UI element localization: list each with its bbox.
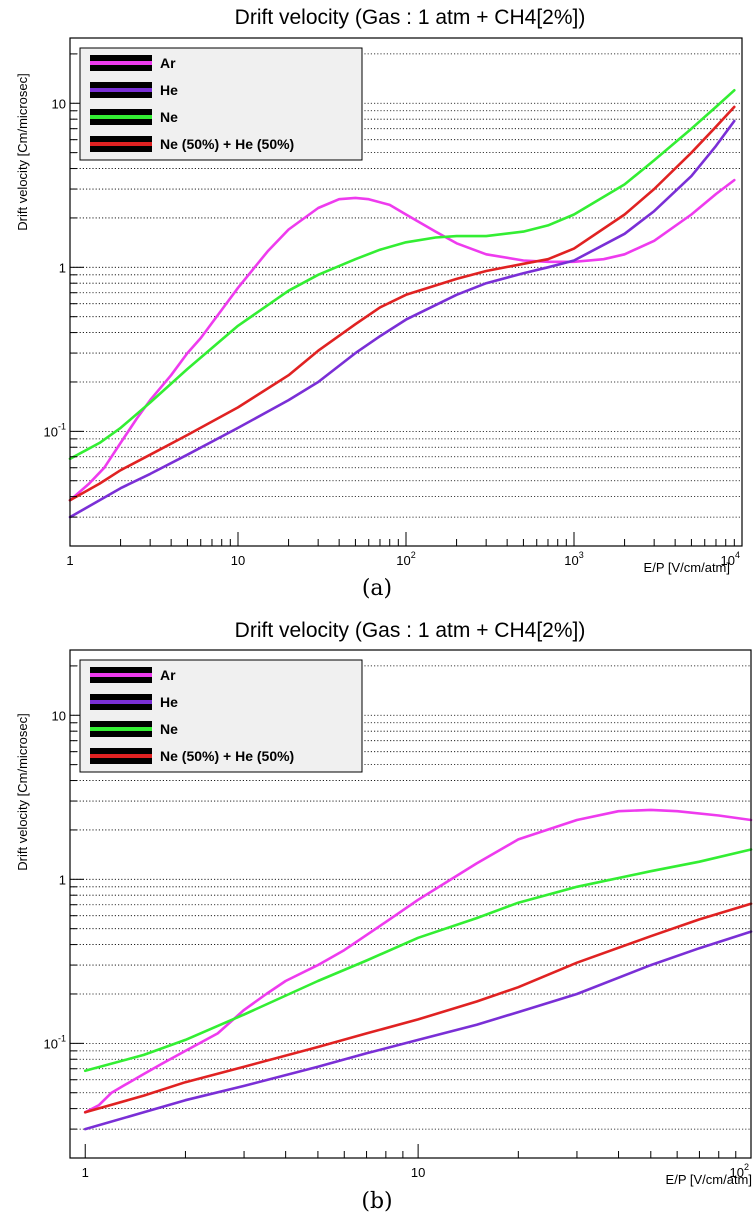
chart-panel-b: Drift velocity (Gas : 1 atm + CH4[2%]) D… [15, 619, 753, 1214]
series-line-3 [68, 105, 736, 502]
series-line-2 [68, 89, 736, 461]
tick-label: 1 [66, 553, 73, 568]
series-curves [83, 808, 753, 1131]
tick-label: 1 [59, 872, 66, 887]
legend-label: Ne (50%) + He (50%) [160, 136, 294, 152]
x-axis-label: E/P [V/cm/atm] [644, 560, 730, 575]
legend-label: He [160, 694, 178, 710]
series-curves [68, 89, 736, 519]
series-line-0 [68, 178, 736, 502]
tick-label: 10 [231, 553, 245, 568]
tick-label: 102 [730, 1162, 749, 1180]
x-axis-label: E/P [V/cm/atm] [666, 1172, 752, 1187]
chart-panel-a: Drift velocity (Gas : 1 atm + CH4[2%]) D… [15, 6, 743, 601]
tick-label: 10 [52, 708, 66, 723]
tick-label: 1 [82, 1165, 89, 1180]
legend-item: He [90, 694, 178, 710]
series-line-2 [83, 848, 753, 1073]
legend-item: Ne (50%) + He (50%) [90, 136, 294, 152]
plot-frame [69, 649, 752, 1159]
axis-ticks: 1 10 102 10-1 1 10 [44, 665, 752, 1180]
legend-item: Ne [90, 109, 178, 125]
series-line-1 [83, 930, 753, 1131]
chart-title: Drift velocity (Gas : 1 atm + CH4[2%]) [235, 6, 586, 29]
legend-label: Ne (50%) + He (50%) [160, 748, 294, 764]
y-axis-label: Drift velocity [Cm/microsec] [15, 73, 30, 230]
series-line-3 [83, 902, 753, 1114]
legend-label: He [160, 82, 178, 98]
tick-label: 10 [52, 96, 66, 111]
legend-item: Ar [90, 55, 176, 71]
tick-label: 10-1 [44, 421, 66, 439]
tick-label: 102 [396, 550, 415, 568]
legend-item: Ne [90, 721, 178, 737]
chart-title: Drift velocity (Gas : 1 atm + CH4[2%]) [235, 619, 586, 642]
tick-label: 10 [411, 1165, 425, 1180]
legend-label: Ne [160, 721, 178, 737]
axis-ticks: 1 10 102 103 104 10-1 1 10 [44, 53, 743, 568]
legend-label: Ne [160, 109, 178, 125]
legend-item: Ne (50%) + He (50%) [90, 748, 294, 764]
legend-item: He [90, 82, 178, 98]
tick-label: 104 [721, 550, 740, 568]
series-line-0 [83, 808, 753, 1114]
grid-lines [70, 665, 751, 1159]
legend: Ar He Ne Ne (50%) + He (50%) [79, 47, 363, 161]
legend-label: Ar [160, 55, 176, 71]
legend-item: Ar [90, 667, 176, 683]
legend-label: Ar [160, 667, 176, 683]
tick-label: 10-1 [44, 1033, 66, 1051]
legend: Ar He Ne Ne (50%) + He (50%) [79, 659, 363, 773]
series-line-1 [68, 119, 736, 519]
panel-caption: (b) [361, 1189, 392, 1214]
tick-label: 1 [59, 260, 66, 275]
y-axis-label: Drift velocity [Cm/microsec] [15, 713, 30, 870]
tick-label: 103 [564, 550, 583, 568]
panel-caption: (a) [362, 576, 392, 601]
